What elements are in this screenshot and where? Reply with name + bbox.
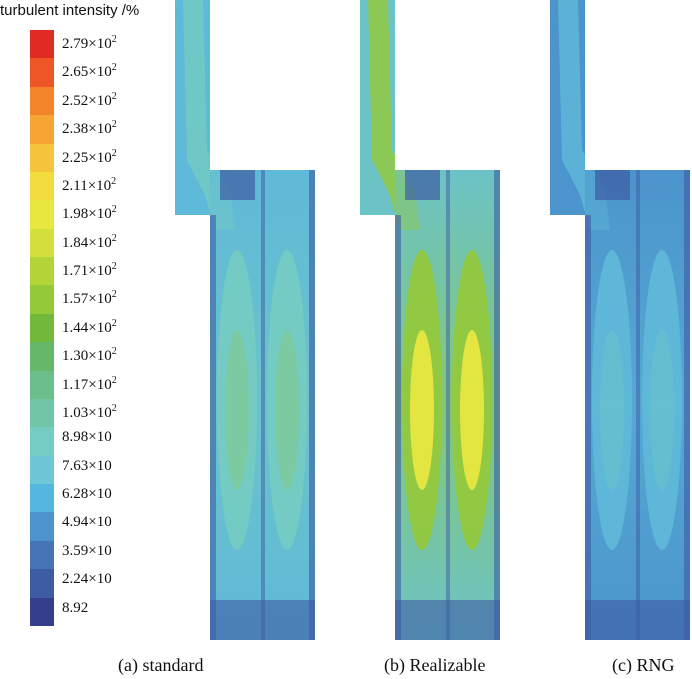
scale-label: 3.59×10 (62, 542, 112, 559)
scale-swatch (30, 398, 54, 428)
scale-label: 8.92 (62, 599, 89, 616)
scale-swatch (30, 569, 54, 598)
color-scale-labels: 2.79×102 2.65×102 2.52×102 2.38×102 2.25×102… (62, 30, 182, 626)
scale-label: 1.71×102 (62, 261, 117, 280)
scale-swatch (30, 86, 54, 116)
scale-swatch (30, 427, 54, 456)
scale-swatch (30, 285, 54, 314)
scale-label: 2.65×102 (62, 62, 117, 81)
scale-swatch (30, 30, 54, 59)
scale-swatch (30, 484, 54, 513)
scale-label: 2.52×102 (62, 90, 117, 109)
scale-swatch (30, 115, 54, 144)
scale-label: 1.44×102 (62, 317, 117, 336)
scale-swatch (30, 455, 54, 484)
contour-rng (550, 0, 690, 640)
scale-label: 4.94×10 (62, 514, 112, 531)
scale-label: 2.79×102 (62, 34, 117, 52)
contour-standard (175, 0, 315, 640)
scale-label: 2.11×102 (62, 175, 117, 194)
scale-swatch (30, 143, 54, 172)
scale-label: 1.03×102 (62, 402, 117, 421)
caption-standard: (a) standard (118, 655, 204, 675)
scale-label: 1.57×102 (62, 289, 117, 308)
scale-label: 1.84×102 (62, 232, 117, 251)
scale-label: 2.25×102 (62, 147, 117, 166)
scale-swatch (30, 512, 54, 541)
scale-swatch (30, 58, 54, 87)
scale-swatch (30, 342, 54, 371)
scale-swatch (30, 597, 54, 626)
scale-label: 1.17×102 (62, 374, 117, 393)
caption-rng: (c) RNG (612, 655, 675, 675)
scale-swatch (30, 200, 54, 229)
scale-swatch (30, 313, 54, 343)
scale-label: 7.63×10 (62, 457, 112, 474)
scale-label: 1.98×102 (62, 204, 117, 223)
scale-label: 1.30×102 (62, 346, 117, 365)
scale-swatch (30, 228, 54, 257)
scale-swatch (30, 370, 54, 399)
scale-swatch (30, 257, 54, 286)
legend-title: turbulent intensity /% (0, 2, 140, 19)
scale-swatch (30, 171, 54, 201)
scale-label: 2.24×10 (62, 571, 112, 588)
caption-realizable: (b) Realizable (384, 655, 486, 675)
scale-swatch (30, 540, 54, 570)
color-scale-bar (30, 30, 54, 626)
contour-realizable (360, 0, 500, 640)
scale-label: 6.28×10 (62, 486, 112, 503)
scale-label: 2.38×102 (62, 119, 117, 138)
scale-label: 8.98×10 (62, 429, 112, 446)
